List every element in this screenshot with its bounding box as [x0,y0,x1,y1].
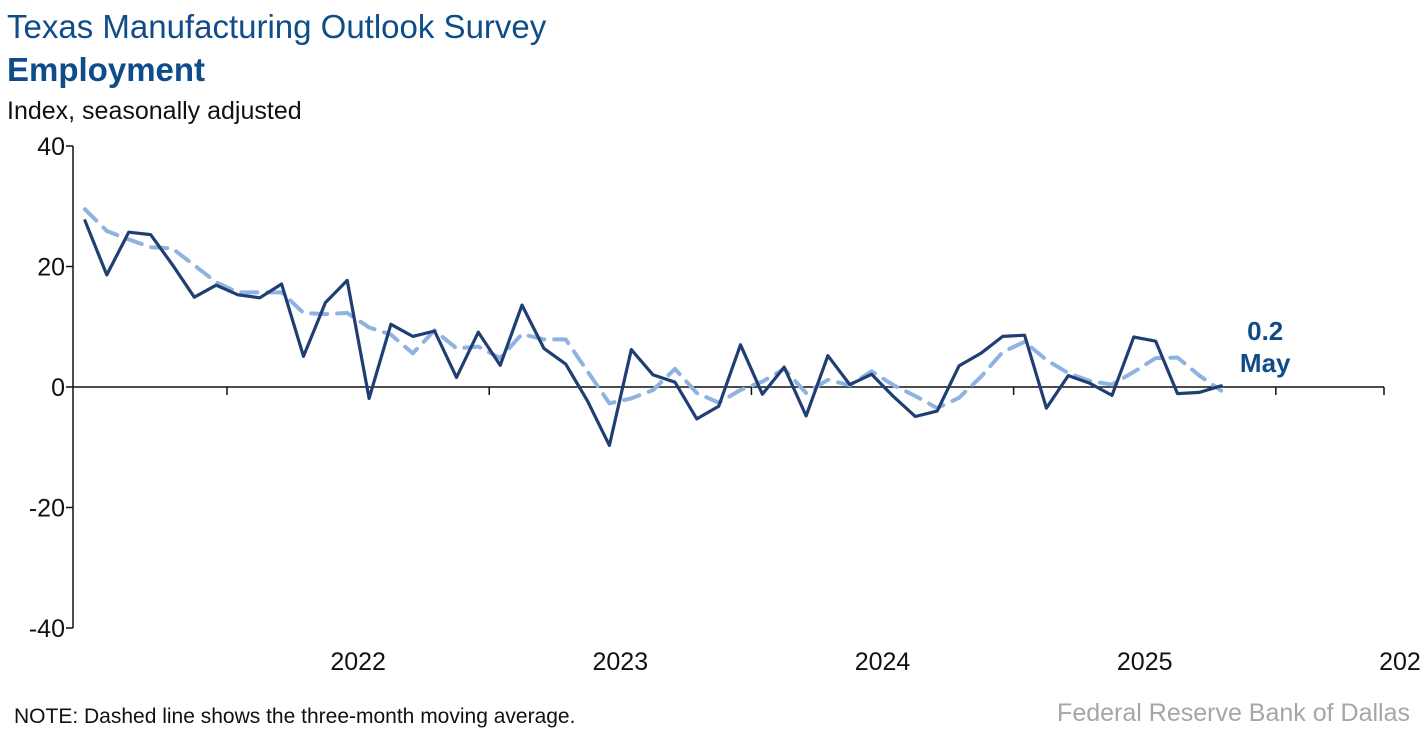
series-moving-average-line [83,207,1224,411]
x-tick-label: 2026 [1379,648,1422,676]
y-axis-label: Index, seasonally adjusted [7,97,302,125]
y-tick-label: -20 [29,495,65,523]
source-credit: Federal Reserve Bank of Dallas [1057,699,1410,727]
y-tick-label: 20 [37,254,65,282]
y-tick-label: 0 [51,374,65,402]
series-actual-line [83,219,1223,447]
chart-subtitle: Employment [7,51,206,88]
chart-series [83,207,1224,447]
latest-value-label: 0.2 [1247,316,1283,346]
x-tick-label: 2022 [330,648,386,676]
x-tick-label: 2023 [593,648,649,676]
x-tick-label: 2024 [855,648,911,676]
chart-axes [66,145,1385,629]
chart-title: Texas Manufacturing Outlook Survey [7,8,547,45]
footnote: NOTE: Dashed line shows the three-month … [14,705,576,728]
latest-month-label: May [1240,348,1291,378]
y-tick-label: -40 [29,615,65,643]
x-tick-label: 2025 [1117,648,1173,676]
y-tick-label: 40 [37,133,65,161]
